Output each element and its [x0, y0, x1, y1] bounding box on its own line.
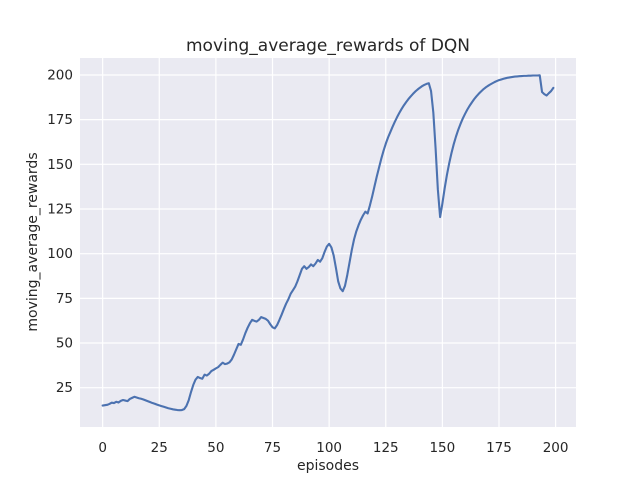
- x-axis-label: episodes: [296, 458, 360, 474]
- x-tick-label: 125: [373, 440, 399, 456]
- y-tick-label: 125: [47, 201, 73, 217]
- series-line: [101, 74, 555, 412]
- chart-title: moving_average_rewards of DQN: [185, 36, 471, 56]
- y-tick-label: 75: [56, 291, 73, 307]
- x-tick-label: 25: [151, 440, 168, 456]
- y-tick-label: 200: [47, 67, 73, 83]
- x-tick-label: 50: [207, 440, 224, 456]
- y-tick-label: 175: [47, 112, 73, 128]
- x-tick-label: 175: [486, 440, 512, 456]
- y-tick-label: 150: [47, 157, 73, 173]
- plot-area: [80, 58, 576, 427]
- y-tick-label: 25: [56, 380, 73, 396]
- x-tick-label: 200: [543, 440, 569, 456]
- x-tick-label: 150: [429, 440, 455, 456]
- x-tick-label: 100: [316, 440, 342, 456]
- x-tick-label: 75: [264, 440, 281, 456]
- y-tick-label: 100: [47, 246, 73, 262]
- y-axis-label: moving_average_rewards: [25, 152, 41, 332]
- y-tick-label: 50: [56, 336, 73, 352]
- x-tick-label: 0: [98, 440, 107, 456]
